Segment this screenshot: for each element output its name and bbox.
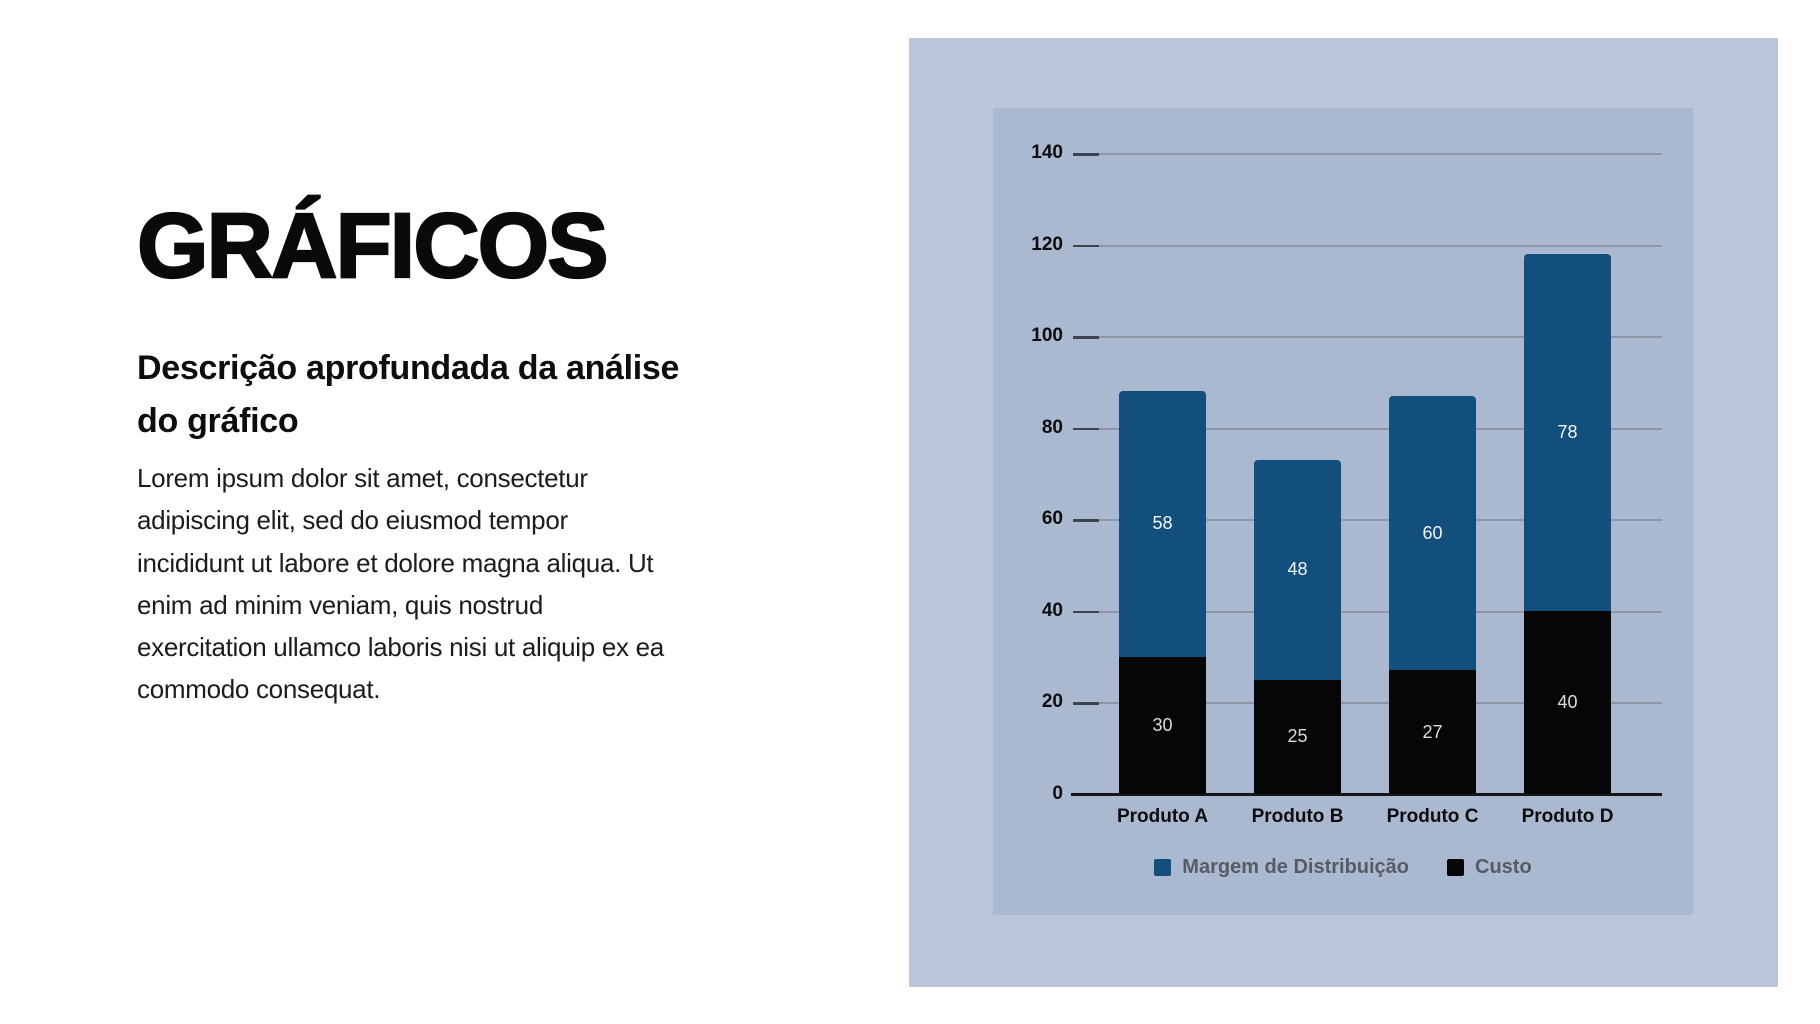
- bars-row: 58 30 48 25 60 27 78 40: [1119, 153, 1611, 794]
- bar-value-label: 25: [1287, 726, 1308, 747]
- legend-swatch: [1154, 859, 1172, 876]
- y-axis-tick: [1073, 336, 1099, 339]
- gridline: [1073, 244, 1662, 247]
- bar-segment-custo: 25: [1254, 679, 1341, 794]
- bar-value-label: 58: [1152, 513, 1173, 534]
- y-axis-tick: [1073, 427, 1099, 431]
- bar-column: 58 30: [1119, 391, 1206, 794]
- bar-value-label: 30: [1152, 714, 1173, 735]
- bar-segment-margem: 58: [1119, 391, 1206, 657]
- y-axis-tick: [1073, 610, 1099, 614]
- x-axis-line: [1071, 793, 1662, 796]
- bar-value-label: 40: [1557, 691, 1578, 712]
- x-axis-category-label: Produto B: [1251, 806, 1344, 827]
- bar-segment-custo: 27: [1389, 670, 1476, 794]
- slide-body-text: Lorem ipsum dolor sit amet, consectetur …: [137, 463, 664, 704]
- gridline: [1073, 153, 1662, 155]
- x-axis-label-slot: Produto C: [1386, 806, 1479, 828]
- chart-panel: Margem de Distribuição Custo 0 20 40 60 80 100…: [909, 38, 1778, 987]
- bar-segment-margem: 78: [1524, 253, 1611, 611]
- chart-canvas: Margem de Distribuição Custo 0 20 40 60 80 100…: [993, 108, 1693, 915]
- y-axis-label: 140: [1031, 142, 1063, 163]
- slide-subtitle: Descrição aprofundada da análise do gráf…: [137, 349, 680, 440]
- x-axis-label-slot: Produto D: [1521, 806, 1614, 828]
- y-axis-tick: [1073, 702, 1099, 705]
- y-axis-label: 100: [1031, 325, 1063, 347]
- y-axis-tick: [1073, 153, 1099, 156]
- bar-value-label: 27: [1422, 721, 1443, 742]
- gridline: [1073, 702, 1662, 705]
- bar-column: 60 27: [1389, 395, 1476, 794]
- legend-item: Custo: [1447, 856, 1532, 879]
- y-axis-label: 0: [1052, 783, 1063, 804]
- x-axis-category-label: Produto C: [1386, 806, 1479, 827]
- y-axis-tick: [1073, 519, 1099, 522]
- gridline: [1073, 519, 1662, 522]
- x-axis-label-slot: Produto A: [1116, 806, 1209, 828]
- legend-label: Margem de Distribuição: [1182, 856, 1410, 878]
- gridline: [1073, 336, 1662, 339]
- legend-item: Margem de Distribuição: [1154, 856, 1409, 879]
- y-axis-tick: [1073, 244, 1099, 248]
- gridline: [1073, 427, 1662, 430]
- bar-value-label: 48: [1287, 559, 1308, 580]
- y-axis-label: 60: [1041, 508, 1063, 530]
- bar-segment-margem: 48: [1254, 459, 1341, 680]
- x-axis-category-label: Produto D: [1521, 806, 1614, 827]
- bar-value-label: 78: [1557, 421, 1578, 442]
- bar-segment-custo: 30: [1119, 656, 1206, 794]
- bar-value-label: 60: [1422, 522, 1443, 543]
- chart-legend: Margem de Distribuição Custo: [993, 856, 1693, 879]
- page-title: GRÁFICOS: [136, 195, 610, 297]
- legend-label: Custo: [1475, 856, 1532, 878]
- bar-column: 78 40: [1524, 253, 1611, 794]
- x-axis-label-slot: Produto B: [1251, 806, 1344, 828]
- text-column: GRÁFICOS Descrição aprofundada da anális…: [136, 195, 827, 710]
- bar-column: 48 25: [1254, 459, 1341, 794]
- legend-swatch: [1447, 859, 1465, 876]
- x-axis-category-label: Produto A: [1116, 806, 1209, 827]
- y-axis-label: 80: [1041, 416, 1063, 438]
- y-axis-label: 20: [1041, 691, 1063, 713]
- bar-segment-margem: 60: [1389, 395, 1476, 671]
- bar-segment-custo: 40: [1524, 610, 1611, 794]
- y-axis-label: 40: [1041, 599, 1063, 621]
- gridline: [1073, 610, 1662, 613]
- x-axis-labels: Produto A Produto B Produto C Produto D: [1116, 806, 1614, 828]
- y-axis-label: 120: [1031, 233, 1063, 255]
